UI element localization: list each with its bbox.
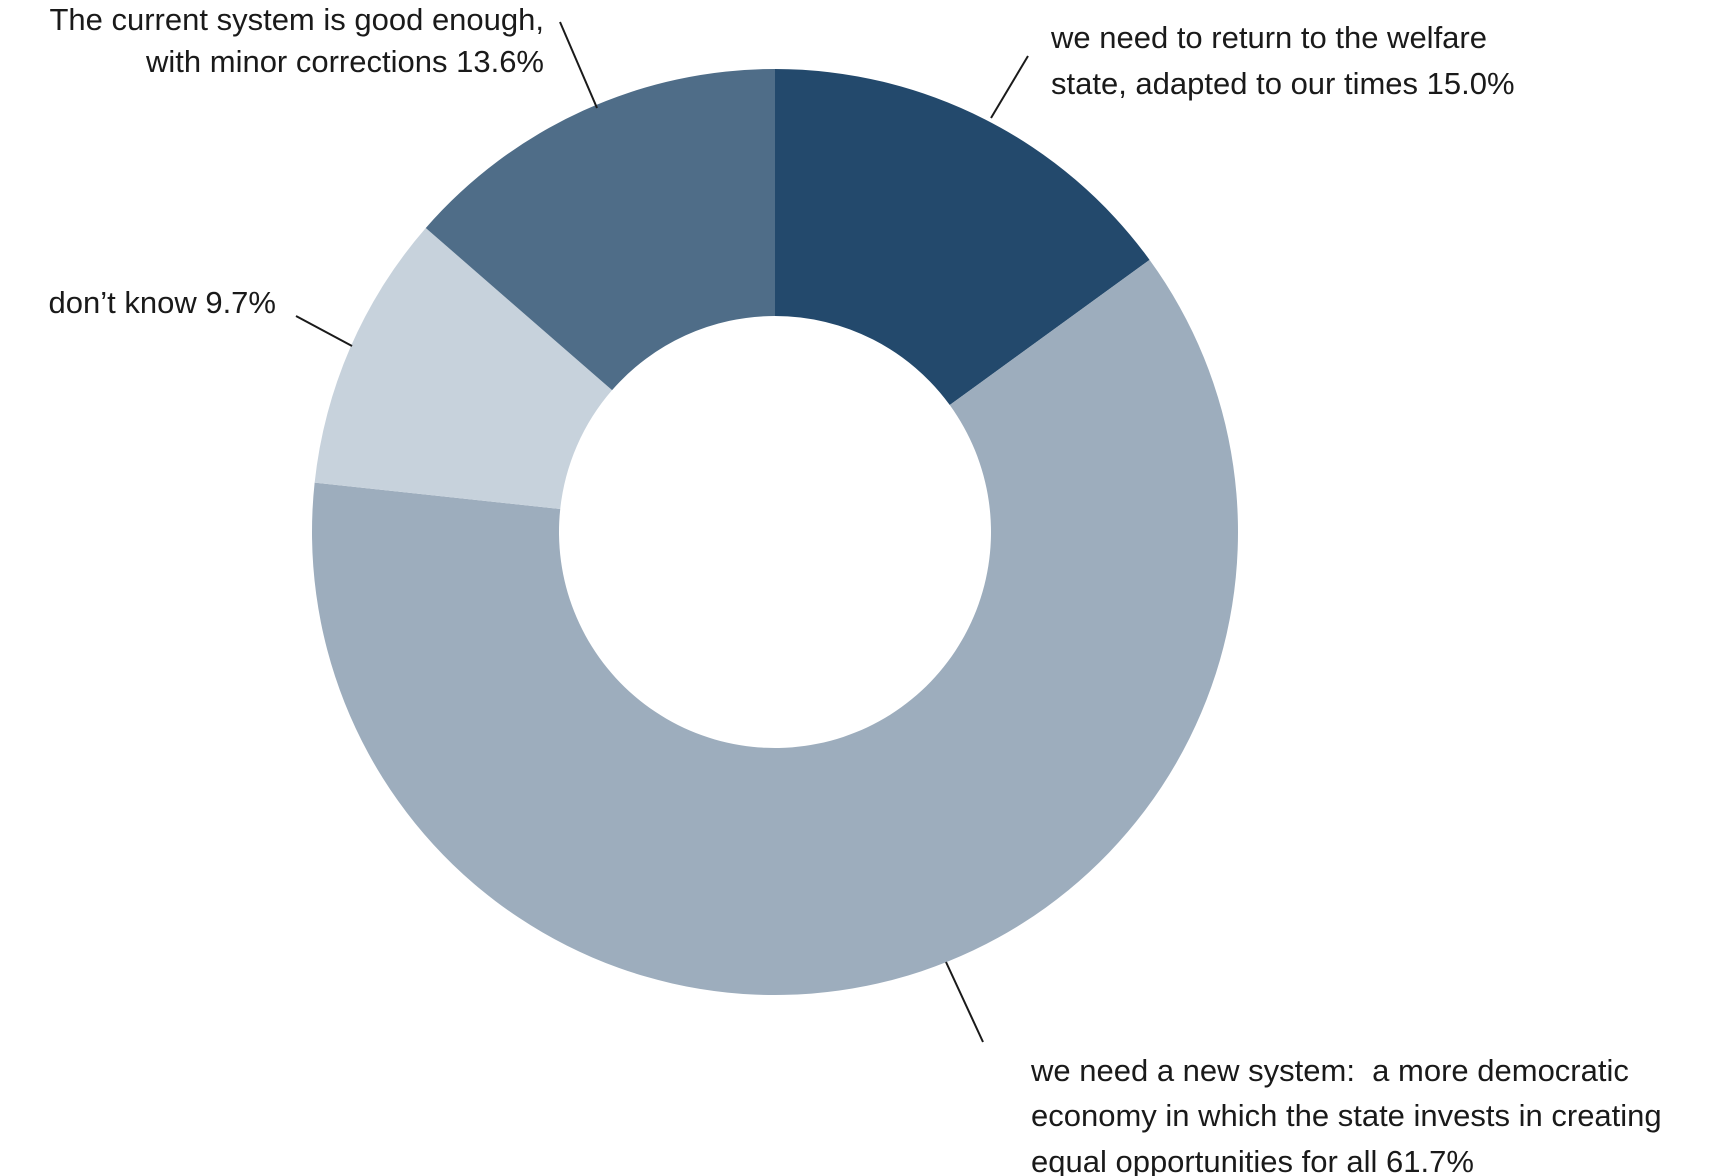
slice-label-1-line-2: equal opportunities for all 61.7% [1031,1144,1474,1176]
slice-label-3-line-1: with minor corrections 13.6% [145,44,544,79]
donut-slice-0 [775,69,1150,406]
slice-label-2-line-0: don’t know 9.7% [49,285,277,320]
leader-line-1 [945,961,984,1043]
slice-value-label-3: 13.6% [447,44,544,79]
donut-slices [312,69,1239,996]
slice-label-3: The current system is good enough, with m… [49,2,544,79]
slice-label-2: don’t know 9.7% [49,285,277,320]
slice-value-label-2: 9.7% [197,285,276,320]
slice-value-label-1: 61.7% [1377,1144,1474,1176]
slice-label-1: we need a new system: a more democratic e… [1030,1053,1662,1176]
slice-label-1-line-1: economy in which the state invests in cr… [1031,1098,1662,1133]
slice-labels: we need to return to the welfare state, a… [49,2,1662,1176]
slice-label-1-line-0: we need a new system: a more democratic [1030,1053,1629,1088]
slice-label-0-line-1: state, adapted to our times 15.0% [1051,66,1515,101]
donut-slice-1 [312,259,1239,996]
slice-label-3-line-0: The current system is good enough, [49,2,544,37]
donut-slice-2 [314,228,613,509]
slice-label-0-line-0: we need to return to the welfare [1050,20,1487,55]
leader-line-2 [295,315,353,347]
leader-line-3 [559,21,598,109]
slice-value-label-0: 15.0% [1418,66,1515,101]
leader-lines [295,21,1029,1043]
leader-line-0 [990,55,1029,119]
donut-slice-3 [425,69,775,391]
slice-label-0: we need to return to the welfare state, a… [1050,20,1515,101]
